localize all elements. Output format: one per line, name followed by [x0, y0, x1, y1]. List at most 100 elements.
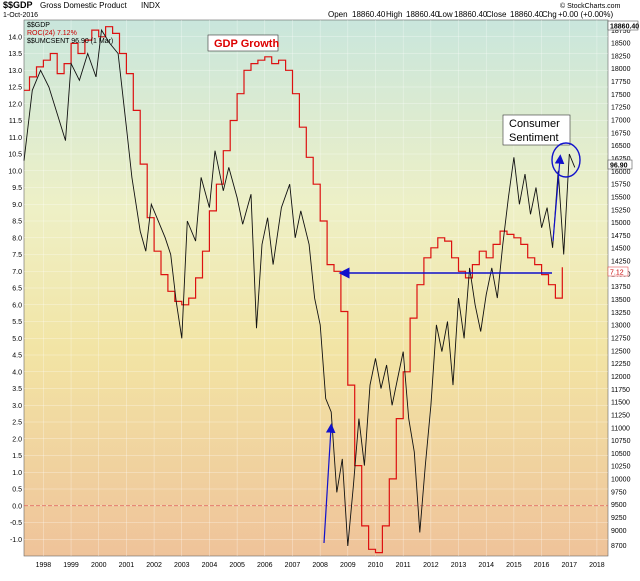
- right-tick-label: 13500: [611, 297, 631, 304]
- left-tick-label: 8.5: [12, 219, 22, 226]
- right-tick-label: 11750: [611, 387, 630, 394]
- left-tick-label: 6.0: [12, 302, 22, 309]
- left-tick-label: 4.5: [12, 353, 22, 360]
- right-tick-label: 18500: [611, 41, 631, 48]
- x-tick-label: 2014: [478, 562, 494, 569]
- left-tick-label: 11.5: [9, 118, 22, 125]
- left-tick-label: 9.5: [12, 185, 22, 192]
- right-tick-label: 17500: [611, 92, 631, 99]
- left-tick-label: 9.0: [12, 202, 22, 209]
- right-tick-label: 9500: [611, 502, 627, 509]
- x-tick-label: 2008: [312, 562, 328, 569]
- right-tick-label: 10500: [611, 451, 631, 458]
- left-axis: -1.0 -0.5 0.0 0.5 1.0 1.5 2.0 2.5 3.0 3.5 4.0 4.5 5.…: [8, 34, 22, 544]
- x-tick-label: 2004: [202, 562, 218, 569]
- right-tick-label: 9000: [611, 528, 627, 535]
- consumer-sentiment-box: [502, 114, 571, 146]
- right-tick-label: 11500: [611, 400, 630, 407]
- quote-bar: Open 18860.40 High 18860.40 Low 18860.40…: [328, 10, 613, 19]
- right-tick-label: 18750: [611, 28, 631, 35]
- left-tick-label: 2.5: [12, 420, 22, 427]
- x-tick-label: 2003: [174, 562, 190, 569]
- right-tick-label: 8700: [611, 543, 627, 550]
- left-tick-label: 8.0: [12, 235, 22, 242]
- left-tick-label: -1.0: [10, 537, 22, 544]
- chg-value: +0.00 (+0.00%): [558, 10, 613, 19]
- left-tick-label: 3.0: [12, 403, 22, 410]
- left-tick-label: 5.0: [12, 336, 22, 343]
- right-badge-gdp-value: 18860.40: [610, 24, 639, 31]
- x-tick-label: 2006: [257, 562, 273, 569]
- left-tick-label: 7.5: [12, 252, 22, 259]
- right-tick-label: 9250: [611, 515, 627, 522]
- right-tick-label: 16250: [611, 156, 631, 163]
- right-tick-label: 15000: [611, 220, 631, 227]
- right-badge-umcsent-value: 96.90: [610, 163, 628, 170]
- x-tick-label: 2005: [229, 562, 245, 569]
- consumer-sentiment-label-line1: Consumer: [509, 118, 560, 130]
- left-tick-label: 10.5: [8, 152, 22, 159]
- x-tick-label: 2000: [91, 562, 107, 569]
- right-badge-roc: [607, 266, 629, 277]
- right-tick-label: 9750: [611, 489, 627, 496]
- x-tick-label: 2017: [561, 562, 577, 569]
- right-tick-label: 17000: [611, 118, 631, 125]
- right-tick-label: 13000: [611, 323, 631, 330]
- left-tick-label: -0.5: [10, 520, 22, 527]
- x-tick-label: 1999: [63, 562, 79, 569]
- right-tick-label: 14250: [611, 259, 631, 266]
- chart-exchange: INDX: [141, 1, 161, 10]
- right-badge-gdp: [607, 20, 639, 31]
- series-gdp-roc: [24, 26, 563, 554]
- x-tick-label: 2001: [119, 562, 135, 569]
- x-tick-label: 2012: [423, 562, 439, 569]
- left-tick-label: 1.0: [12, 470, 22, 477]
- right-tick-label: 12250: [611, 361, 631, 368]
- close-value: 18860.40: [510, 10, 544, 19]
- left-tick-label: 5.5: [12, 319, 22, 326]
- right-tick-label: 14500: [611, 246, 631, 253]
- consumer-sentiment-label-line2: Sentiment: [509, 132, 559, 144]
- left-tick-label: 12.0: [8, 101, 22, 108]
- x-tick-label: 2011: [396, 562, 411, 569]
- high-value: 18860.40: [406, 10, 440, 19]
- left-tick-label: 12.5: [8, 85, 22, 92]
- x-tick-label: 2007: [285, 562, 301, 569]
- low-label: Low: [438, 10, 453, 19]
- right-tick-label: 14750: [611, 233, 631, 240]
- right-tick-label: 10000: [611, 477, 631, 484]
- right-tick-label: 11000: [611, 425, 630, 432]
- right-tick-label: 15750: [611, 182, 631, 189]
- right-tick-label: 17250: [611, 105, 631, 112]
- legend-entry-roc: ROC(24) 7.12%: [27, 30, 77, 37]
- close-label: Close: [486, 10, 507, 19]
- chg-label: Chg: [542, 10, 557, 19]
- x-tick-label: 2010: [368, 562, 384, 569]
- legend-entry-umcsent: $$UMCSENT 96.90 (1 Mar): [27, 38, 113, 45]
- left-tick-label: 4.0: [12, 369, 22, 376]
- gdp-growth-label: GDP Growth: [214, 38, 279, 50]
- right-tick-label: 17750: [611, 79, 631, 86]
- right-axis: 8700 9000 9250 9500 9750 10000 10250 10500 10750…: [611, 28, 631, 550]
- x-tick-label: 2018: [589, 562, 605, 569]
- left-tick-label: 0.0: [12, 503, 22, 510]
- left-tick-label: 13.5: [8, 51, 22, 58]
- left-tick-label: 6.5: [12, 286, 22, 293]
- right-tick-label: 10750: [611, 438, 631, 445]
- chart-symbol-name: Gross Domestic Product: [40, 1, 127, 10]
- right-tick-label: 12500: [611, 348, 631, 355]
- right-tick-label: 12750: [611, 336, 631, 343]
- left-tick-label: 0.5: [12, 487, 22, 494]
- brand-logo: © StockCharts.com: [560, 2, 621, 10]
- right-tick-label: 13250: [611, 310, 631, 317]
- open-label: Open: [328, 10, 348, 19]
- legend-entry-gdp: $$GDP: [27, 22, 50, 29]
- right-tick-label: 16750: [611, 130, 631, 137]
- low-value: 18860.40: [454, 10, 488, 19]
- left-tick-label: 7.0: [12, 269, 22, 276]
- x-tick-label: 2015: [506, 562, 522, 569]
- right-tick-label: 16000: [611, 169, 631, 176]
- x-tick-label: 2002: [146, 562, 162, 569]
- right-tick-label: 16500: [611, 143, 631, 150]
